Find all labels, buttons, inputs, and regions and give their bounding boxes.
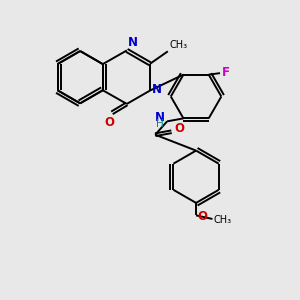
Text: N: N (152, 83, 162, 97)
Text: CH₃: CH₃ (169, 40, 188, 50)
Text: O: O (174, 122, 184, 135)
Text: F: F (222, 66, 230, 79)
Text: N: N (155, 111, 165, 124)
Text: N: N (128, 36, 138, 49)
Text: O: O (105, 116, 115, 129)
Text: CH₃: CH₃ (214, 215, 232, 225)
Text: H: H (156, 119, 164, 129)
Text: O: O (198, 210, 208, 224)
